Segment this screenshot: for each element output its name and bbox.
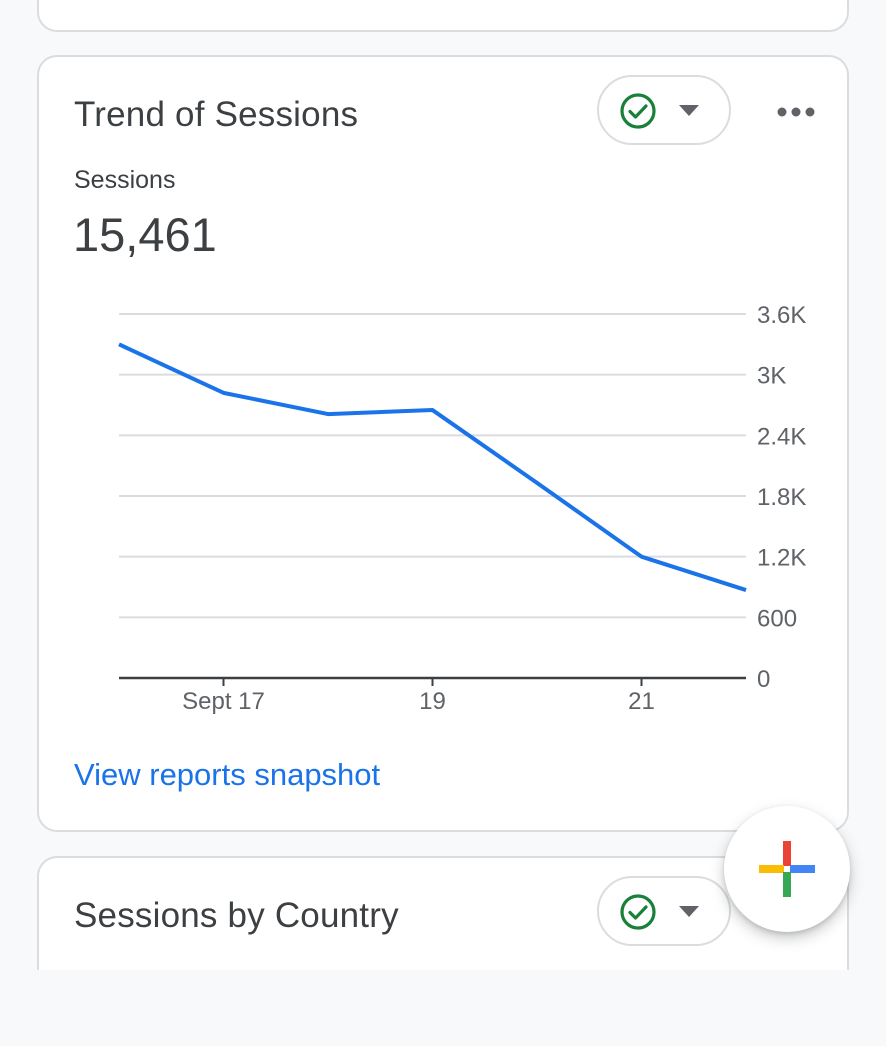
country-card: Sessions by Country [37,856,849,970]
view-reports-snapshot-link[interactable]: View reports snapshot [74,757,381,792]
y-tick-label: 3K [757,363,786,390]
chart-gridlines [119,313,746,680]
y-axis-tick-labels: 0 600 1.2K 1.8K 2.4K 3K 3.6K [757,302,806,693]
caret-down-icon [679,906,699,917]
previous-card [37,0,849,32]
comparison-dropdown[interactable] [597,75,731,145]
y-tick-label: 1.2K [757,545,806,572]
card-title: Trend of Sessions [74,95,359,134]
x-tick-label: Sept 17 [182,688,265,715]
y-tick-label: 1.8K [757,484,806,511]
more-horizontal-icon[interactable] [774,97,824,127]
metric-value: 15,461 [73,208,217,261]
y-tick-label: 2.4K [757,423,806,450]
x-tick-label: 19 [419,688,446,715]
sessions-series-line [118,342,747,592]
metric-label: Sessions [74,166,176,194]
comparison-dropdown[interactable] [597,876,731,946]
card-title: Sessions by Country [74,896,399,935]
trend-card: Trend of Sessions Sessions 15,461 0 600 1.… [37,55,849,832]
chart-series [118,342,747,592]
check-circle-icon [620,894,656,930]
x-tick-label: 21 [628,688,655,715]
y-tick-label: 3.6K [757,302,806,329]
x-axis-tick-labels: Sept 17 19 21 [182,678,655,715]
caret-down-icon [679,105,699,116]
y-tick-label: 600 [757,605,797,632]
y-tick-label: 0 [757,666,770,693]
sessions-line-chart: 0 600 1.2K 1.8K 2.4K 3K 3.6K Sept 17 19 21 [118,302,806,715]
check-circle-icon [620,93,656,129]
add-fab-button[interactable] [724,806,850,932]
plus-icon [759,841,815,897]
